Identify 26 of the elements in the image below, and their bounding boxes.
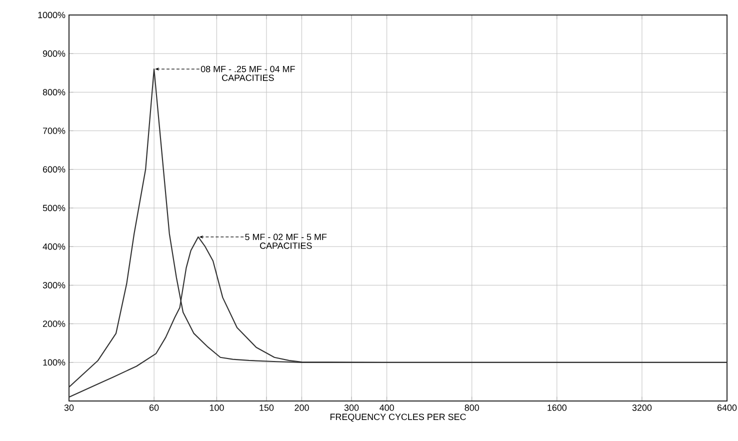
x-tick-label: 400 — [380, 404, 394, 411]
x-tick-label: 6400 — [718, 404, 737, 411]
x-tick-label: 100 — [210, 404, 224, 411]
y-tick-label: 500% — [42, 204, 66, 212]
x-tick-label: 1600 — [548, 404, 567, 411]
y-tick-label: 1000% — [38, 12, 66, 18]
x-tick-label: 800 — [464, 404, 480, 411]
y-tick-label: 800% — [42, 89, 66, 96]
annotation: 08 MF - .25 MF - 04 MF — [200, 66, 295, 72]
annotation: CAPACITIES — [260, 242, 312, 249]
y-tick-label: 700% — [43, 128, 66, 134]
y-tick-label: 300% — [42, 282, 66, 288]
x-tick-label: 3200 — [632, 404, 652, 411]
y-tick-label: 200% — [43, 320, 66, 327]
x-tick-label: 300 — [344, 404, 359, 411]
x-tick-label: 30 — [64, 404, 74, 411]
x-tick-label: 150 — [260, 404, 274, 411]
y-tick-label: 600% — [43, 166, 66, 173]
y-tick-label: 900% — [42, 50, 66, 57]
annotation: CAPACITIES — [222, 74, 274, 81]
annotation: 5 MF - 02 MF - 5 MF — [245, 234, 327, 240]
x-tick-label: 60 — [150, 404, 159, 411]
y-tick-label: 100% — [43, 359, 66, 366]
y-tick-label: 400% — [42, 243, 66, 250]
x-axis-title: FREQUENCY CYCLES PER SEC — [330, 414, 466, 422]
x-tick-label: 200 — [294, 404, 309, 411]
